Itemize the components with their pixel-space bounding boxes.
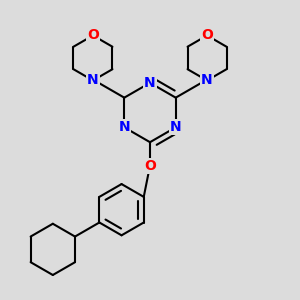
Text: N: N (144, 76, 156, 90)
Text: N: N (170, 120, 182, 134)
Text: O: O (144, 159, 156, 172)
Text: N: N (87, 74, 99, 88)
Text: N: N (201, 74, 213, 88)
Text: O: O (201, 28, 213, 43)
Text: N: N (118, 120, 130, 134)
Text: O: O (87, 28, 99, 43)
